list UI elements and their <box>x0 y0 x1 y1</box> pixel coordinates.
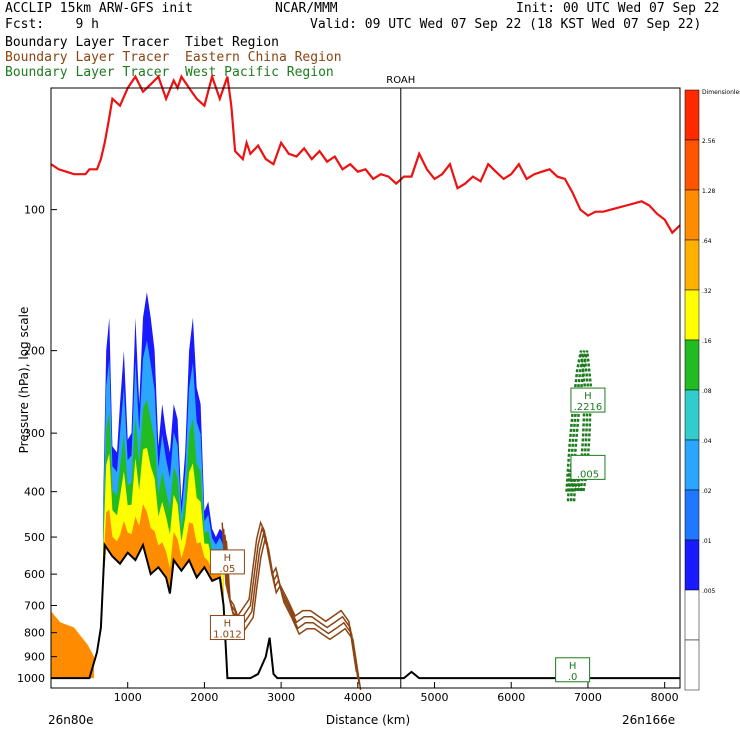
x-tick-label: 4000 <box>344 691 372 704</box>
eastern-china-contour-2 <box>221 520 358 673</box>
y-tick-label: 800 <box>24 627 45 640</box>
x-tick-label: 5000 <box>421 691 449 704</box>
max-label-box <box>555 657 591 683</box>
max-label-value: .2216 <box>574 402 603 413</box>
colorbar-level-label: .005 <box>702 588 716 595</box>
colorbar-cell <box>684 539 700 591</box>
max-label-h: H <box>569 661 577 672</box>
plume-low-level <box>51 611 94 679</box>
y-tick-label: 900 <box>24 651 45 664</box>
y-axis-label: Pressure (hPa), log scale <box>17 307 31 454</box>
colorbar-level-label: 1.28 <box>702 188 716 195</box>
header-valid: Valid: 09 UTC Wed 07 Sep 22 (18 KST Wed … <box>310 17 702 32</box>
max-label-value: .005 <box>577 469 599 480</box>
x-tick-label: 1000 <box>114 691 142 704</box>
colorbar-cell <box>684 339 700 391</box>
y-tick-label: 100 <box>24 204 45 217</box>
header-title: ACCLIP 15km ARW-GFS init <box>5 1 193 16</box>
y-tick-label: 200 <box>24 345 45 358</box>
legend-tracer-name: Boundary Layer Tracer <box>5 65 170 80</box>
max-label-box <box>570 454 606 480</box>
max-label-value: .0 <box>568 672 578 683</box>
colorbar-cell <box>684 289 700 341</box>
colorbar-level-label: .32 <box>702 288 712 295</box>
y-tick-label: 1000 <box>17 672 45 685</box>
colorbar-level-label: .08 <box>702 388 712 395</box>
colorbar-level-label: .04 <box>702 438 712 445</box>
terrain-line <box>51 541 680 680</box>
legend-tracer-west-pacific: Boundary Layer Tracer West Pacific Regio… <box>5 66 334 80</box>
colorbar-level-label: .16 <box>702 338 712 345</box>
x-end-label: 26n166e <box>622 713 675 727</box>
colorbar-cell <box>684 439 700 491</box>
legend-tracer-tibet: Boundary Layer Tracer Tibet Region <box>5 36 279 50</box>
colorbar-level-label: .01 <box>702 538 712 545</box>
colorbar-cell <box>684 89 700 141</box>
y-tick-label: 400 <box>24 486 45 499</box>
colorbar-cell <box>684 139 700 191</box>
axes: 1000 2000 3000 4000 5000 6000 7000 8000 100 200 30… <box>17 204 679 704</box>
colorbar-title: Dimensionless <box>702 89 740 96</box>
max-label-value: 1.012 <box>213 630 242 641</box>
roah-marker-label: ROAH <box>386 75 415 86</box>
tibet-tracer-fill <box>51 292 224 679</box>
header-init: Init: 00 UTC Wed 07 Sep 22 <box>516 1 720 16</box>
x-tick-label: 7000 <box>574 691 602 704</box>
x-start-label: 26n80e <box>48 713 94 727</box>
colorbar-level-label: .02 <box>702 488 712 495</box>
max-label-box <box>209 615 245 641</box>
max-label-box <box>209 549 245 575</box>
colorbar-cell <box>684 239 700 291</box>
legend-tracer-eastern-china: Boundary Layer Tracer Eastern China Regi… <box>5 51 342 65</box>
colorbar: 2.56 1.28 .64 .32 .16 .08 .04 .02 .01 .005 Dimensi… <box>684 89 740 691</box>
legend-tracer-name: Boundary Layer Tracer <box>5 50 170 65</box>
tropopause-line <box>50 72 681 235</box>
max-label-value: .05 <box>219 564 235 575</box>
y-tick-label: 500 <box>24 531 45 544</box>
colorbar-cell <box>684 189 700 241</box>
plot-frame <box>50 87 681 689</box>
x-tick-label: 8000 <box>651 691 679 704</box>
x-axis-label: Distance (km) <box>326 713 410 727</box>
y-tick-label: 600 <box>24 568 45 581</box>
colorbar-cell <box>684 639 700 691</box>
y-tick-label: 300 <box>24 427 45 440</box>
legend-tracer-region: Eastern China Region <box>185 50 342 65</box>
header-forecast: Fcst: 9 h <box>5 17 99 32</box>
plume-band-4 <box>103 504 224 606</box>
colorbar-cell <box>684 489 700 541</box>
legend-tracer-name: Boundary Layer Tracer <box>5 35 170 50</box>
max-label-h: H <box>224 619 232 630</box>
x-tick-label: 6000 <box>497 691 525 704</box>
colorbar-cell <box>684 589 700 641</box>
colorbar-level-label: 2.56 <box>702 138 716 145</box>
max-label-h: H <box>224 553 232 564</box>
legend-tracer-region: West Pacific Region <box>185 65 334 80</box>
colorbar-level-label: .64 <box>702 238 712 245</box>
max-label-h: H <box>584 391 592 402</box>
y-tick-label: 700 <box>24 600 45 613</box>
x-tick-label: 2000 <box>190 691 218 704</box>
colorbar-cell <box>684 389 700 441</box>
legend-tracer-region: Tibet Region <box>185 35 279 50</box>
header-org: NCAR/MMM <box>275 1 338 16</box>
max-label-box <box>570 387 606 413</box>
x-tick-label: 3000 <box>267 691 295 704</box>
